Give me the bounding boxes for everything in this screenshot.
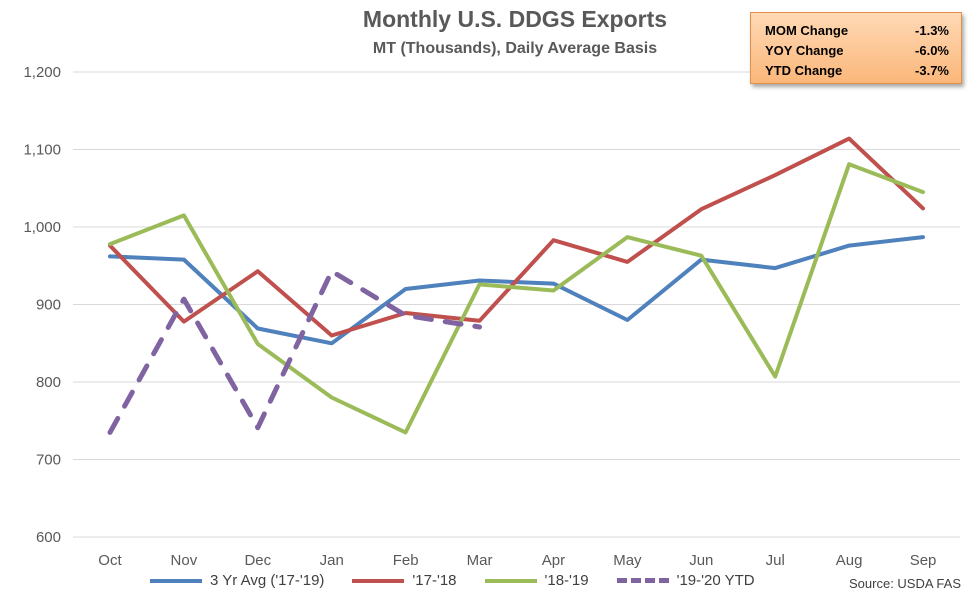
legend-item-3yr-avg: 3 Yr Avg ('17-'19) <box>150 572 324 589</box>
x-tick-label: Nov <box>171 552 198 569</box>
x-tick-label: Feb <box>393 552 419 569</box>
y-tick-label: 900 <box>36 297 61 314</box>
x-tick-label: May <box>613 552 642 569</box>
legend-swatch <box>150 578 202 583</box>
legend-label: 3 Yr Avg ('17-'19) <box>210 572 325 589</box>
x-tick-label: Dec <box>244 552 271 569</box>
legend-label: '18-'19 <box>544 572 589 589</box>
y-tick-label: 1,000 <box>23 219 61 236</box>
legend-swatch <box>616 578 669 583</box>
stat-row-mom: MOM Change -1.3% <box>765 21 949 41</box>
legend-label: '17-'18 <box>412 572 457 589</box>
x-tick-label: Jan <box>320 552 344 569</box>
stat-value: -6.0% <box>915 43 949 58</box>
y-tick-label: 600 <box>36 529 61 546</box>
chart-subtitle: MT (Thousands), Daily Average Basis <box>372 40 658 57</box>
change-stats-box: MOM Change -1.3% YOY Change -6.0% YTD Ch… <box>750 12 962 84</box>
x-tick-label: Jun <box>689 552 713 569</box>
stat-row-ytd: YTD Change -3.7% <box>765 61 949 81</box>
legend-label: '19-'20 YTD <box>676 572 755 589</box>
y-tick-label: 1,200 <box>23 64 61 81</box>
stat-label: MOM Change <box>765 23 849 38</box>
y-tick-label: 1,100 <box>23 142 61 159</box>
series-line-3 <box>107 268 482 435</box>
stat-value: -3.7% <box>915 63 949 78</box>
series-line-1 <box>108 136 925 338</box>
legend-item-17-18: '17-'18 <box>352 572 457 589</box>
legend-swatch <box>352 578 405 583</box>
chart-legend: 3 Yr Avg ('17-'19) '17-'18 '18-'19 '19-'… <box>150 572 783 589</box>
x-tick-label: Aug <box>836 552 863 569</box>
x-tick-label: Apr <box>542 552 565 569</box>
series-line-2 <box>108 162 925 435</box>
y-tick-label: 700 <box>36 452 61 469</box>
y-tick-label: 800 <box>36 374 61 391</box>
legend-swatch <box>484 578 537 583</box>
stat-label: YOY Change <box>765 43 844 58</box>
chart-title: Monthly U.S. DDGS Exports <box>362 6 668 32</box>
x-tick-label: Sep <box>910 552 937 569</box>
stat-row-yoy: YOY Change -6.0% <box>765 41 949 61</box>
legend-item-18-19: '18-'19 <box>484 572 589 589</box>
stat-label: YTD Change <box>765 63 843 78</box>
x-tick-label: Mar <box>467 552 493 569</box>
legend-item-19-20-ytd: '19-'20 YTD <box>616 572 755 589</box>
x-tick-label: Jul <box>766 552 785 569</box>
x-tick-label: Oct <box>98 552 122 569</box>
stat-value: -1.3% <box>915 23 949 38</box>
source-note: Source: USDA FAS <box>849 576 961 591</box>
